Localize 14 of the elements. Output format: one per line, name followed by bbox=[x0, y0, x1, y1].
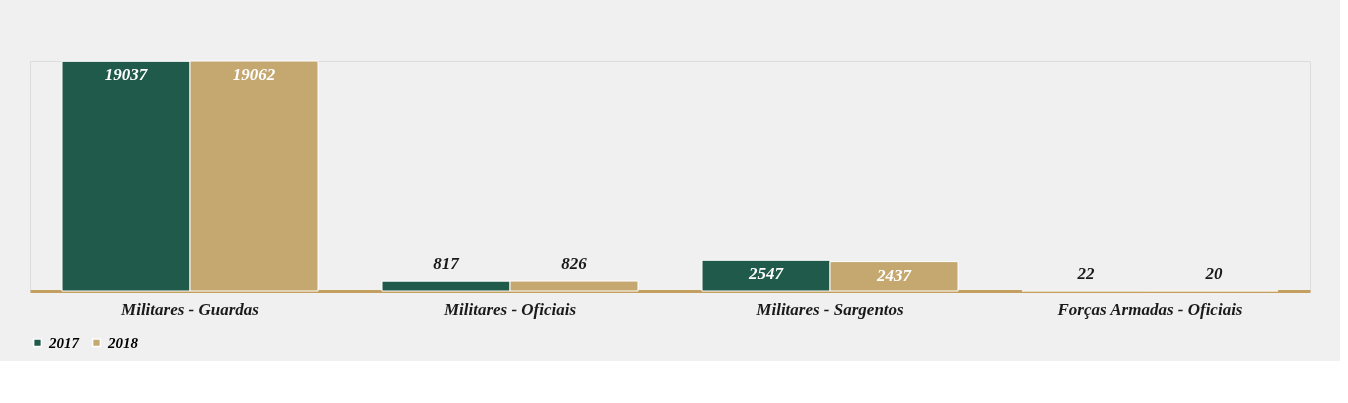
data-label: 19037 bbox=[104, 65, 149, 85]
data-label: 22 bbox=[1076, 263, 1095, 283]
x-tick-label: Militares - Guardas bbox=[120, 299, 260, 319]
data-label: 2547 bbox=[748, 264, 785, 284]
data-label: 2437 bbox=[876, 265, 913, 285]
x-tick-label: Militares - Sargentos bbox=[755, 299, 905, 319]
data-label: 817 bbox=[433, 254, 461, 274]
x-tick-label: Militares - Oficiais bbox=[442, 299, 577, 319]
x-tick-label: Forças Armadas - Oficiais bbox=[1056, 299, 1243, 319]
legend-label: 2017 bbox=[48, 334, 80, 351]
legend-label: 2018 bbox=[107, 334, 139, 351]
data-label: 826 bbox=[561, 254, 588, 274]
data-label: 20 bbox=[1204, 263, 1223, 283]
data-label: 19062 bbox=[232, 65, 276, 84]
